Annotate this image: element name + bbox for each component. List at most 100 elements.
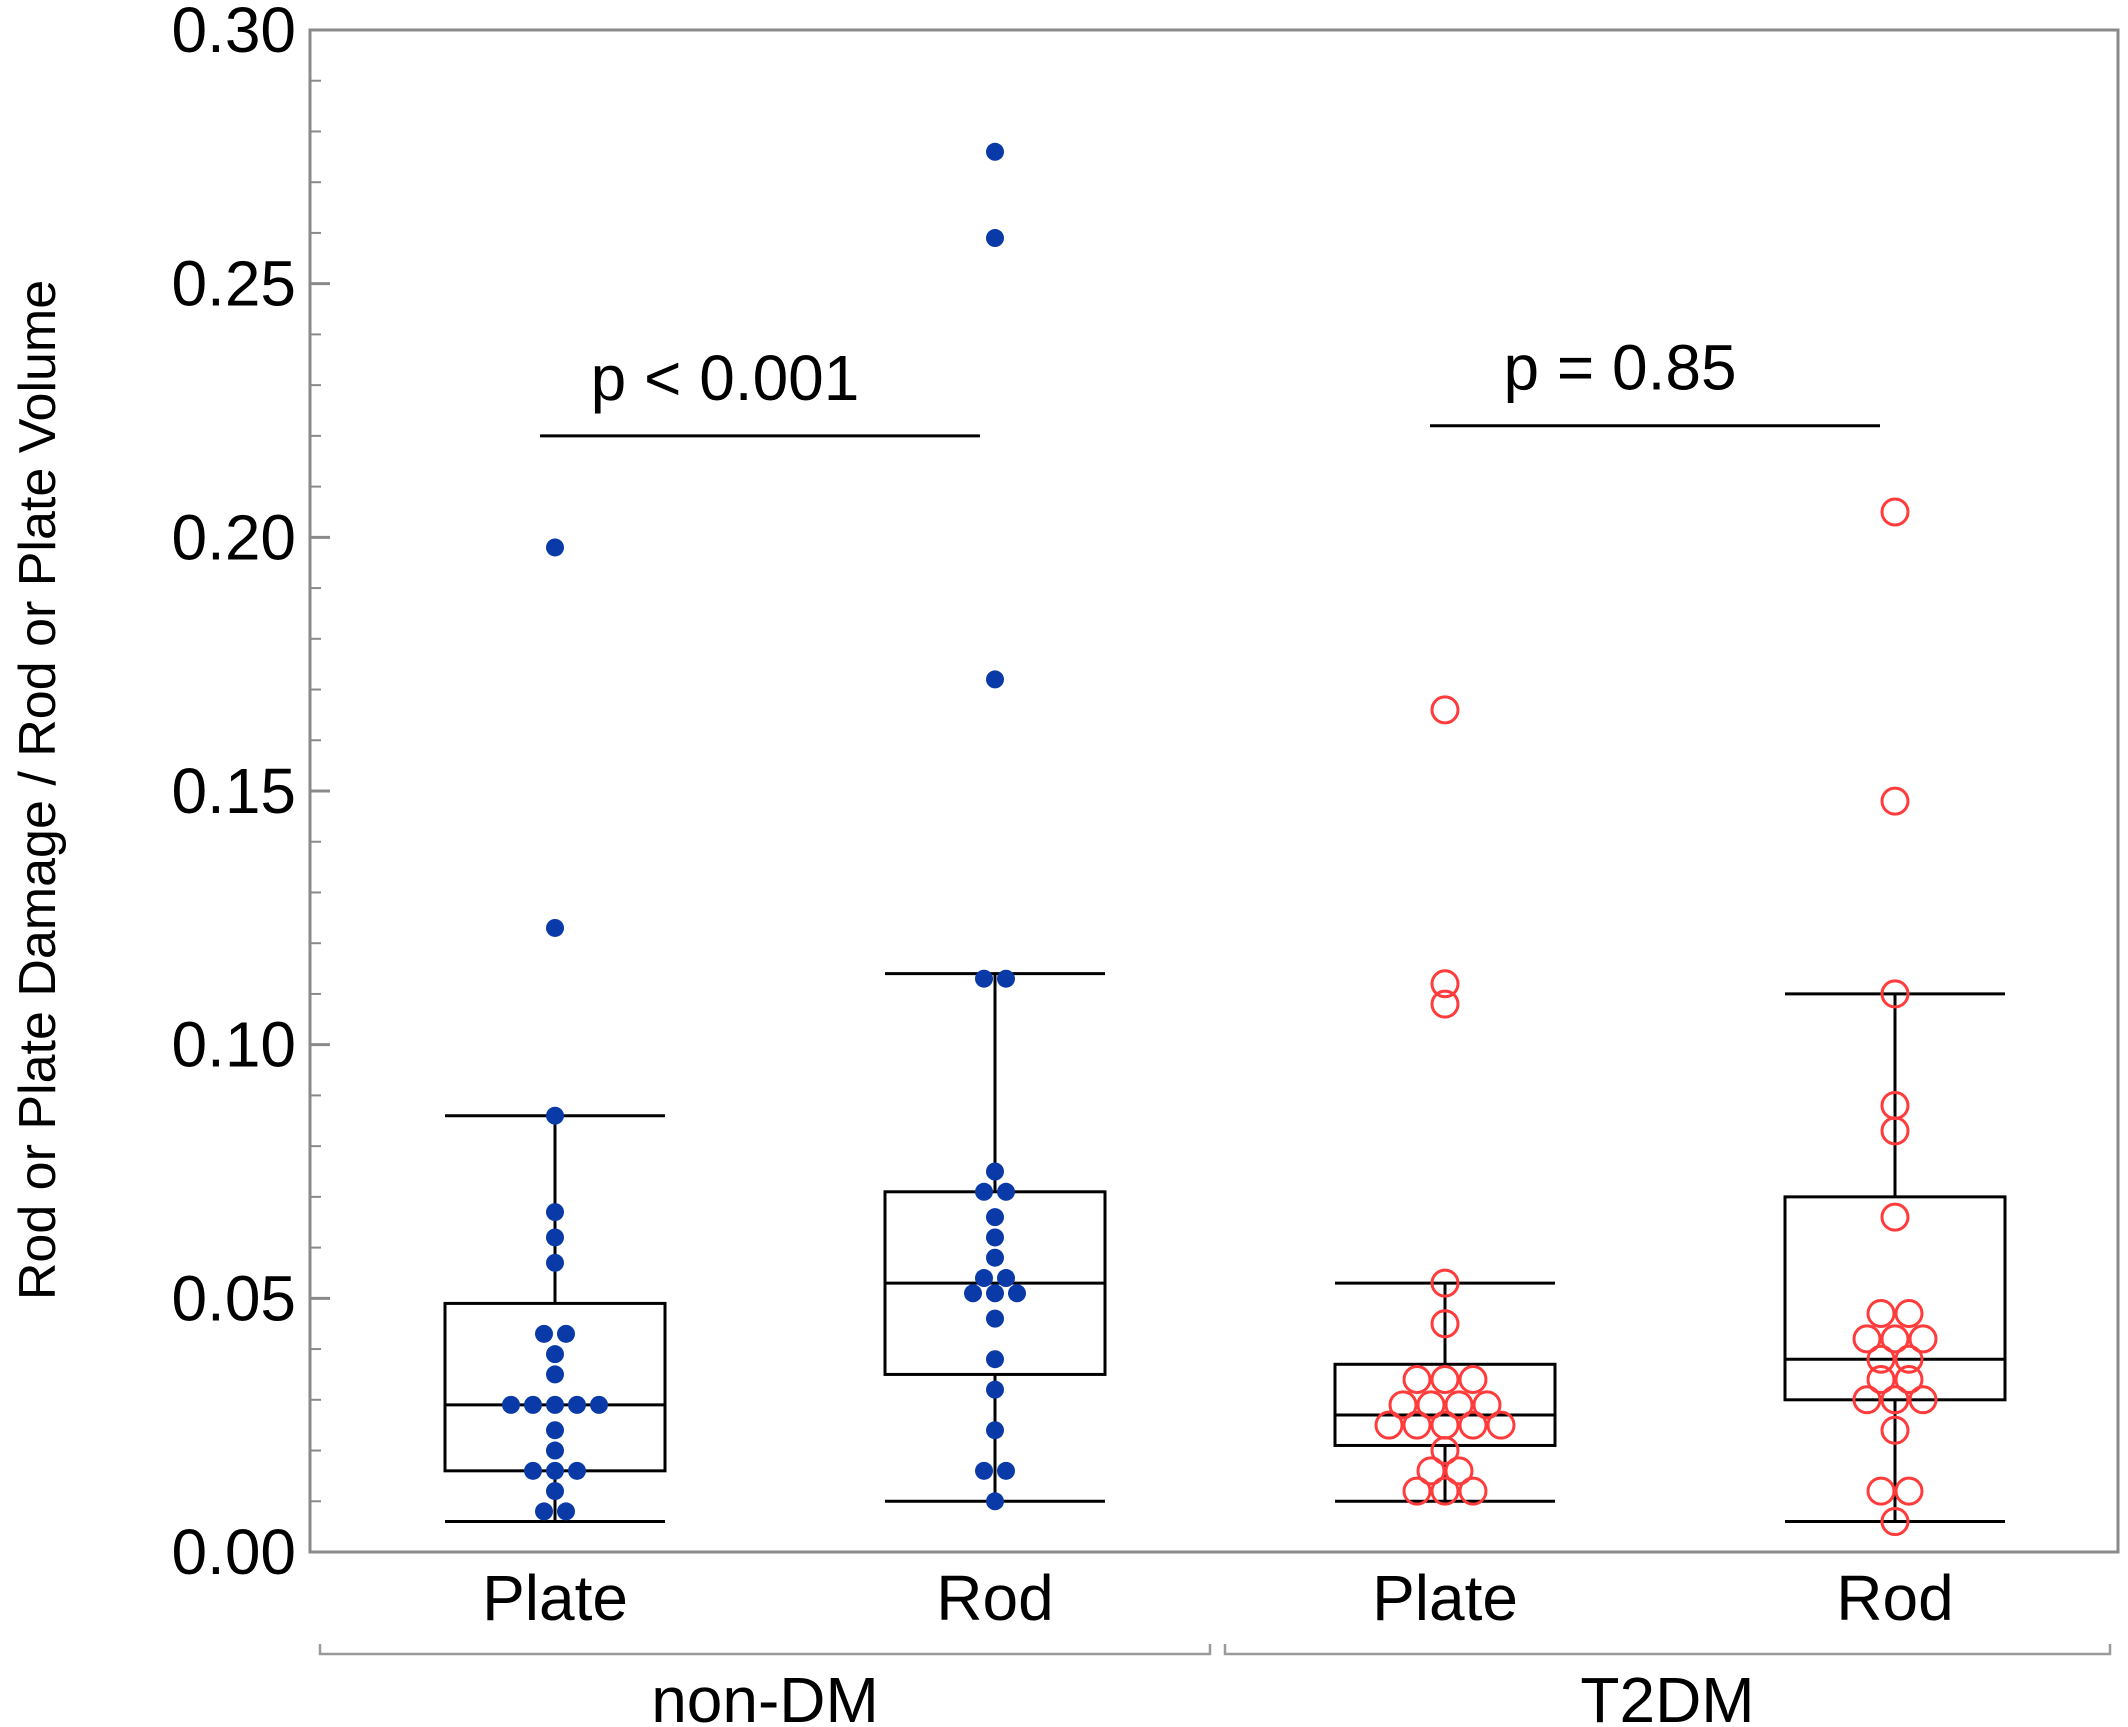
data-point <box>1880 786 1910 816</box>
data-point <box>1866 1299 1896 1329</box>
data-point <box>1458 1410 1488 1440</box>
data-point <box>1430 1309 1460 1339</box>
data-point <box>546 918 564 937</box>
data-point <box>524 1461 542 1480</box>
data-point <box>1458 1476 1488 1506</box>
data-point <box>1880 497 1910 527</box>
group-bracket <box>1223 1644 2112 1656</box>
box-non-dm-plate <box>443 538 667 1524</box>
y-tick-label: 0.05 <box>171 1262 296 1334</box>
data-point <box>997 1269 1015 1288</box>
data-point <box>997 969 1015 988</box>
data-point <box>1402 1365 1432 1395</box>
x-category-label: Rod <box>936 1562 1053 1634</box>
data-point <box>546 1421 564 1440</box>
data-point <box>1894 1365 1924 1395</box>
data-point <box>975 1182 993 1201</box>
data-point <box>986 1248 1004 1267</box>
data-point <box>546 1203 564 1222</box>
data-point <box>590 1395 608 1414</box>
data-point <box>986 1350 1004 1369</box>
data-point <box>1486 1410 1516 1440</box>
data-point <box>986 1492 1004 1511</box>
data-point <box>1880 1202 1910 1232</box>
data-point <box>1430 1268 1460 1298</box>
group-bracket <box>318 1644 1212 1656</box>
y-tick-label: 0.30 <box>171 0 296 66</box>
data-point <box>1430 969 1460 999</box>
data-point <box>1416 1390 1446 1420</box>
data-point <box>986 670 1004 689</box>
data-point <box>546 1345 564 1364</box>
data-point <box>1416 1456 1446 1486</box>
data-point <box>502 1395 520 1414</box>
data-point <box>546 1365 564 1384</box>
data-point <box>1430 695 1460 725</box>
box-t2dm-rod <box>1783 497 2007 1537</box>
data-point <box>546 1253 564 1272</box>
plot-frame <box>308 28 2120 1554</box>
data-point <box>1880 979 1910 1009</box>
data-point <box>535 1324 553 1343</box>
data-point <box>546 1228 564 1247</box>
x-axis: Plate Rod Plate Rod non-DM T2DM <box>318 1562 2112 1727</box>
y-tick-label: 0.20 <box>171 501 296 573</box>
data-point <box>1430 1476 1460 1506</box>
data-point <box>1402 1476 1432 1506</box>
data-point <box>1908 1324 1938 1354</box>
data-point <box>557 1324 575 1343</box>
group-label: T2DM <box>1580 1664 1754 1727</box>
data-point <box>1880 1385 1910 1415</box>
data-point <box>975 969 993 988</box>
p-value-label: p = 0.85 <box>1503 332 1736 404</box>
data-point <box>1430 989 1460 1019</box>
data-point <box>1430 1365 1460 1395</box>
data-point <box>986 1309 1004 1328</box>
y-axis-label: Rod or Plate Damage / Rod or Plate Volum… <box>9 280 67 1300</box>
plot-marks: p < 0.001 p = 0.85 <box>443 142 2007 1537</box>
data-point <box>1008 1284 1026 1303</box>
data-point <box>1444 1456 1474 1486</box>
box-non-dm-rod <box>883 142 1107 1511</box>
y-tick-label: 0.25 <box>171 248 296 320</box>
data-point <box>1866 1344 1896 1374</box>
data-point <box>1880 1415 1910 1445</box>
data-point <box>997 1182 1015 1201</box>
data-point <box>524 1395 542 1414</box>
data-point <box>986 1208 1004 1227</box>
data-point <box>986 1284 1004 1303</box>
data-point <box>1880 1116 1910 1146</box>
data-point <box>1866 1365 1896 1395</box>
y-axis: 0.00 0.05 0.10 0.15 0.20 0.25 0.30 <box>171 0 330 1588</box>
data-point <box>986 1421 1004 1440</box>
x-category-label: Plate <box>1372 1562 1518 1634</box>
data-point <box>535 1502 553 1521</box>
data-point <box>975 1269 993 1288</box>
data-point <box>1444 1390 1474 1420</box>
data-point <box>1852 1385 1882 1415</box>
data-point <box>1880 1324 1910 1354</box>
data-point <box>986 142 1004 161</box>
data-point <box>546 1482 564 1501</box>
data-point <box>964 1284 982 1303</box>
data-point <box>986 1162 1004 1181</box>
data-point <box>546 1441 564 1460</box>
data-point <box>1402 1410 1432 1440</box>
data-point <box>1894 1299 1924 1329</box>
data-point <box>1430 1436 1460 1466</box>
data-point <box>1894 1344 1924 1374</box>
data-point <box>1852 1324 1882 1354</box>
data-point <box>1374 1410 1404 1440</box>
y-tick-label: 0.15 <box>171 755 296 827</box>
data-point <box>546 538 564 557</box>
x-category-label: Rod <box>1836 1562 1953 1634</box>
data-point <box>986 1380 1004 1399</box>
data-point <box>1880 1507 1910 1537</box>
y-tick-label: 0.10 <box>171 1009 296 1081</box>
data-point <box>986 1228 1004 1247</box>
data-point <box>568 1461 586 1480</box>
data-point <box>1388 1390 1418 1420</box>
data-point <box>1458 1365 1488 1395</box>
data-point <box>557 1502 575 1521</box>
